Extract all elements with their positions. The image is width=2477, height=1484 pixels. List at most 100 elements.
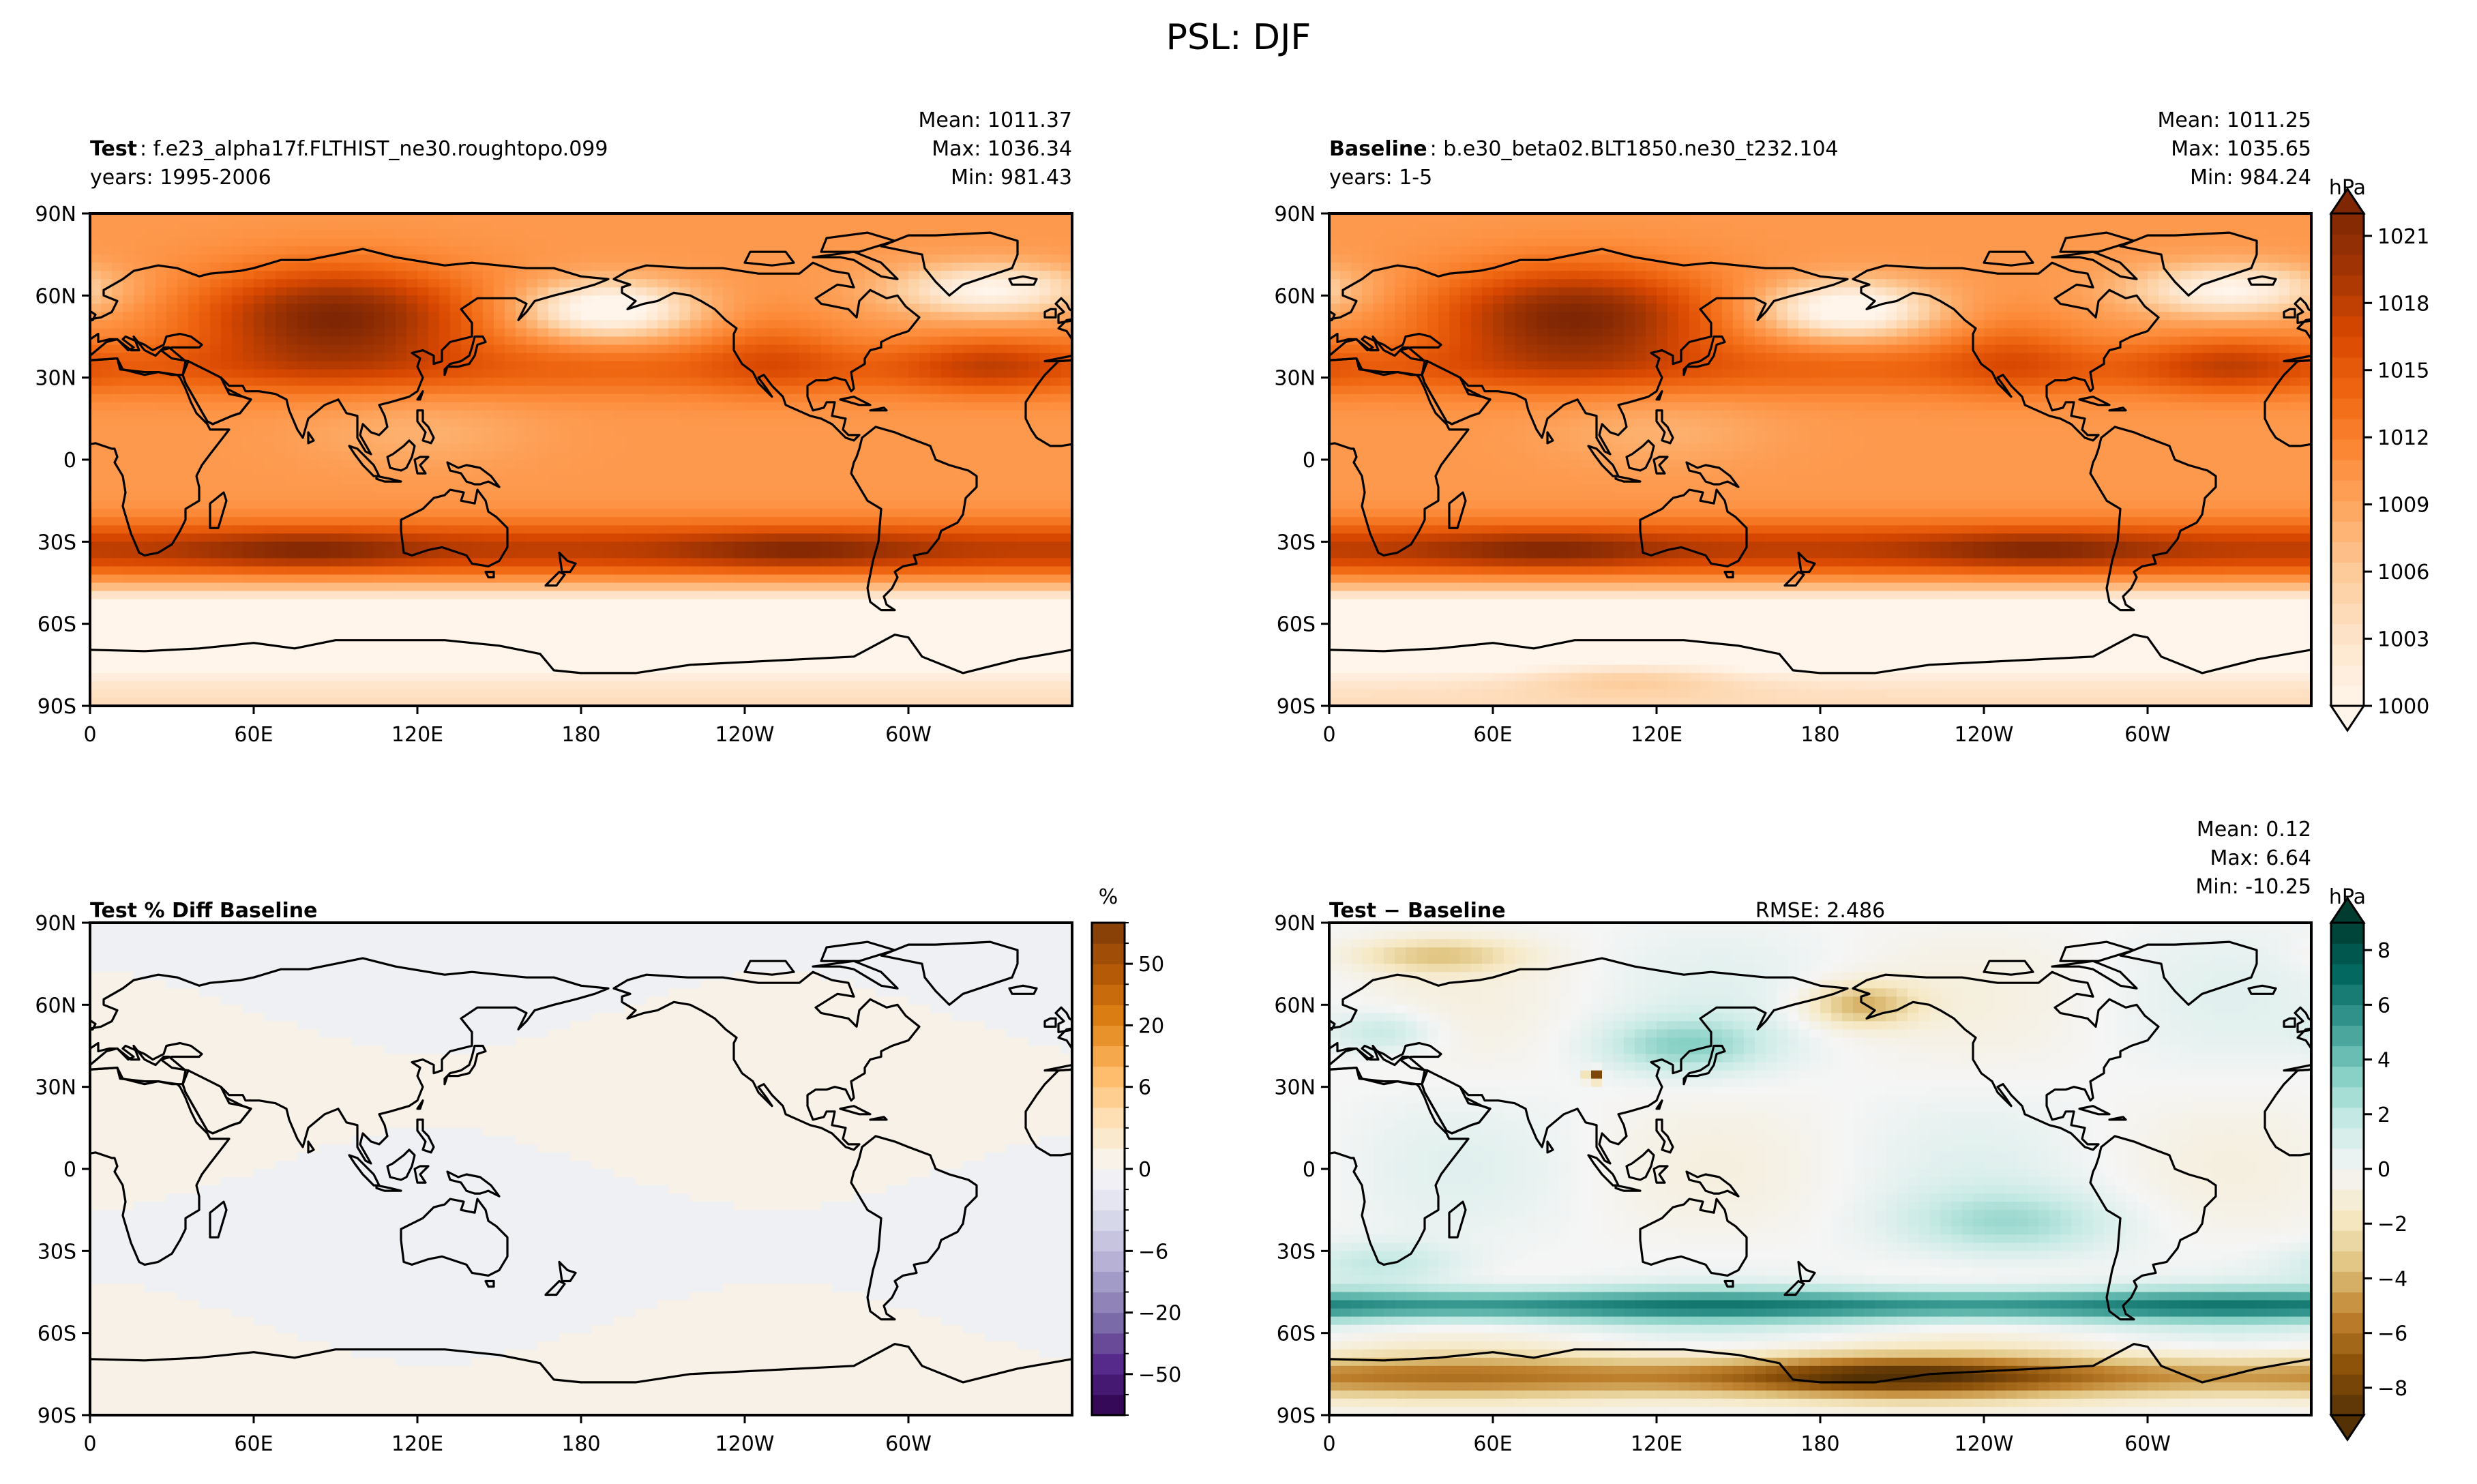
field-cell (996, 443, 1007, 452)
field-cell (145, 509, 156, 518)
field-cell (428, 657, 440, 666)
field-cell (930, 575, 942, 584)
field-cell (243, 279, 254, 288)
field-cell (505, 566, 516, 575)
field-cell (919, 608, 931, 617)
field-cell (832, 616, 844, 625)
field-cell (374, 509, 385, 518)
field-cell (908, 295, 920, 304)
field-cell (799, 230, 811, 239)
field-cell (297, 558, 309, 567)
field-cell (385, 575, 396, 584)
field-cell (1050, 566, 1062, 575)
field-cell (898, 501, 909, 509)
field-cell (341, 287, 353, 296)
field-cell (625, 575, 636, 584)
field-cell (647, 451, 658, 460)
field-cell (930, 353, 942, 362)
field-cell (123, 303, 134, 312)
field-cell (134, 386, 145, 395)
field-cell (406, 501, 418, 509)
field-cell (90, 238, 102, 247)
field-cell (734, 460, 745, 469)
field-cell (385, 222, 396, 231)
field-cell (734, 468, 745, 477)
field-cell (232, 599, 243, 608)
field-cell (297, 246, 309, 255)
field-cell (199, 222, 211, 231)
field-cell (636, 320, 647, 329)
field-cell (472, 378, 484, 387)
field-cell (232, 427, 243, 436)
field-cell (603, 394, 614, 403)
field-cell (734, 419, 745, 428)
field-cell (417, 608, 429, 617)
field-cell (1018, 616, 1029, 625)
field-cell (570, 492, 582, 501)
field-cell (963, 345, 975, 354)
field-cell (548, 550, 560, 559)
field-cell (472, 230, 484, 239)
field-cell (788, 443, 800, 452)
field-cell (439, 608, 451, 617)
field-cell (461, 435, 473, 444)
field-cell (756, 608, 767, 617)
field-cell (625, 492, 636, 501)
field-cell (221, 402, 233, 411)
field-cell (996, 394, 1007, 403)
field-cell (319, 222, 331, 231)
field-cell (461, 443, 473, 452)
field-cell (505, 558, 516, 567)
field-cell (526, 411, 538, 419)
field-cell (919, 337, 931, 346)
field-cell (625, 541, 636, 550)
field-cell (941, 443, 953, 452)
field-cell (417, 665, 429, 674)
field-cell (898, 222, 909, 231)
field-cell (112, 484, 123, 493)
field-cell (636, 411, 647, 419)
field-cell (898, 353, 909, 362)
field-cell (276, 541, 287, 550)
field-cell (963, 238, 975, 247)
field-cell (745, 230, 756, 239)
field-cell (647, 476, 658, 485)
field-cell (308, 460, 320, 469)
field-cell (690, 378, 702, 387)
field-cell (483, 353, 494, 362)
field-cell (647, 386, 658, 395)
field-cell (319, 394, 331, 403)
field-cell (636, 271, 647, 280)
field-cell (308, 608, 320, 617)
field-cell (374, 337, 385, 346)
field-cell (963, 353, 975, 362)
field-cell (581, 566, 593, 575)
field-cell (712, 608, 724, 617)
field-cell (876, 575, 887, 584)
field-cell (908, 386, 920, 395)
field-cell (90, 632, 102, 641)
field-cell (548, 435, 560, 444)
field-cell (668, 230, 680, 239)
field-cell (101, 665, 113, 674)
field-cell (799, 460, 811, 469)
field-cell (930, 517, 942, 526)
field-cell (516, 541, 527, 550)
field-cell (363, 608, 374, 617)
field-cell (996, 525, 1007, 534)
field-cell (734, 451, 745, 460)
field-cell (777, 411, 789, 419)
field-cell (341, 476, 353, 485)
field-cell (756, 501, 767, 509)
field-cell (461, 509, 473, 518)
field-cell (472, 575, 484, 584)
field-cell (592, 608, 604, 617)
field-cell (799, 320, 811, 329)
field-cell (679, 533, 691, 542)
field-cell (155, 287, 167, 296)
field-cell (756, 329, 767, 338)
field-cell (679, 279, 691, 288)
field-cell (374, 263, 385, 271)
field-cell (330, 665, 342, 674)
field-cell (592, 329, 604, 338)
